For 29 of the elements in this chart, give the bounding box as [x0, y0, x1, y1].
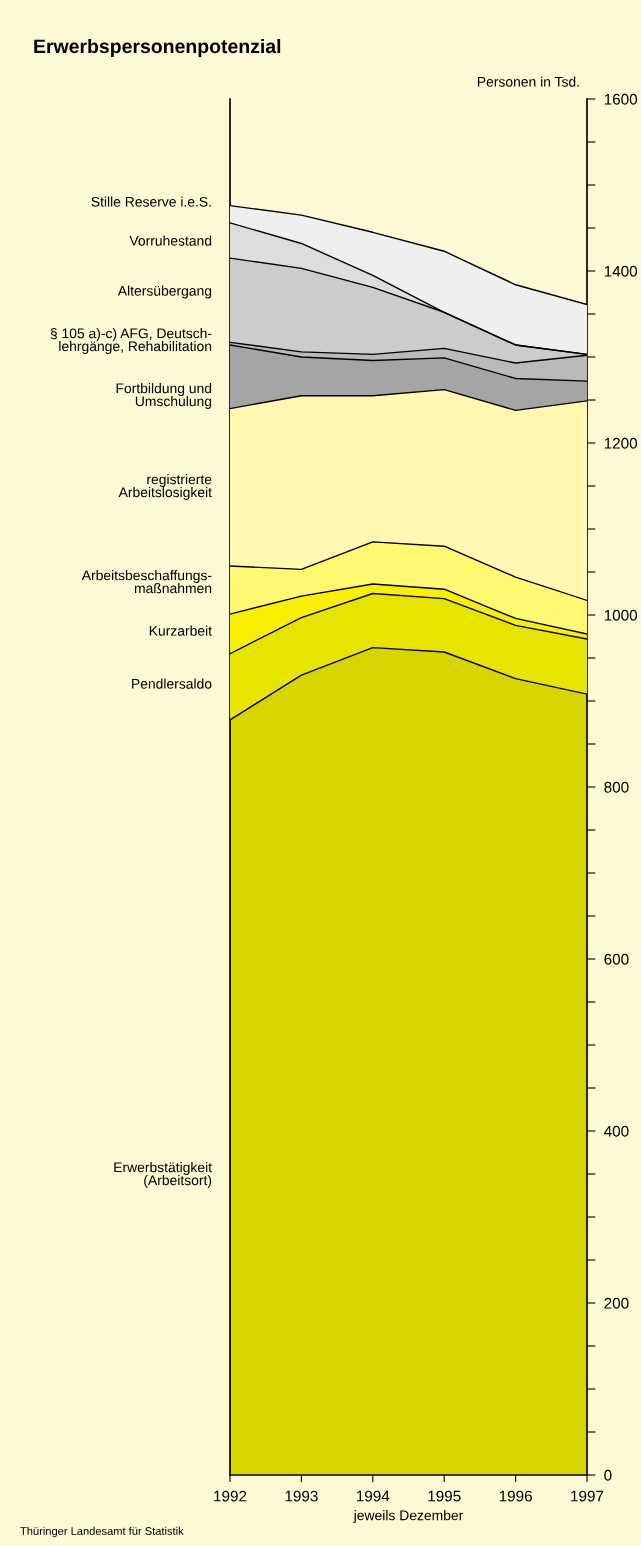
y-tick-label: 600	[604, 953, 629, 965]
series-label: Pendlersaldo	[132, 678, 212, 689]
series-label: Erwerbstätigkeit (Arbeitsort)	[114, 1162, 212, 1188]
y-tick-label: 1200	[604, 437, 638, 449]
series-label: Vorruhestand	[129, 235, 212, 246]
x-axis-title: jeweils Dezember	[353, 1510, 464, 1524]
y-tick-label: 1400	[604, 265, 638, 277]
y-tick-label: 1000	[604, 609, 638, 621]
series-label: Arbeitsbeschaffungs- maßnahmen	[81, 570, 212, 594]
series-label: Fortbildung und Umschulung	[116, 383, 212, 409]
y-tick-label: 1600	[604, 93, 638, 105]
y-tick-label: 0	[604, 1469, 612, 1481]
x-tick-label: 1993	[285, 1490, 318, 1502]
y-tick-label: 800	[604, 781, 629, 793]
series-label: registrierte Arbeitslosigkeit	[118, 474, 212, 500]
y-tick-label: 400	[604, 1125, 629, 1137]
y-tick-label: 200	[604, 1297, 629, 1309]
series-label: § 105 a)-c) AFG, Deutsch- lehrgänge, Rehabilitation	[50, 328, 212, 354]
x-tick-label: 1997	[571, 1490, 604, 1502]
x-tick-label: 1994	[356, 1490, 390, 1502]
series-label: Altersübergang	[117, 285, 212, 299]
x-tick-label: 1996	[499, 1490, 532, 1502]
chart-title: Erwerbspersonenpotenzial	[34, 38, 281, 58]
x-tick-label: 1992	[214, 1490, 247, 1502]
series-label: Stille Reserve i.e.S.	[91, 196, 211, 207]
x-tick-label: 1995	[428, 1490, 461, 1502]
text: Thüringer Landesamt für Statistik	[20, 1526, 184, 1538]
y-axis-title: Personen in Tsd.	[477, 76, 579, 87]
series-label: Kurzarbeit	[149, 625, 212, 636]
